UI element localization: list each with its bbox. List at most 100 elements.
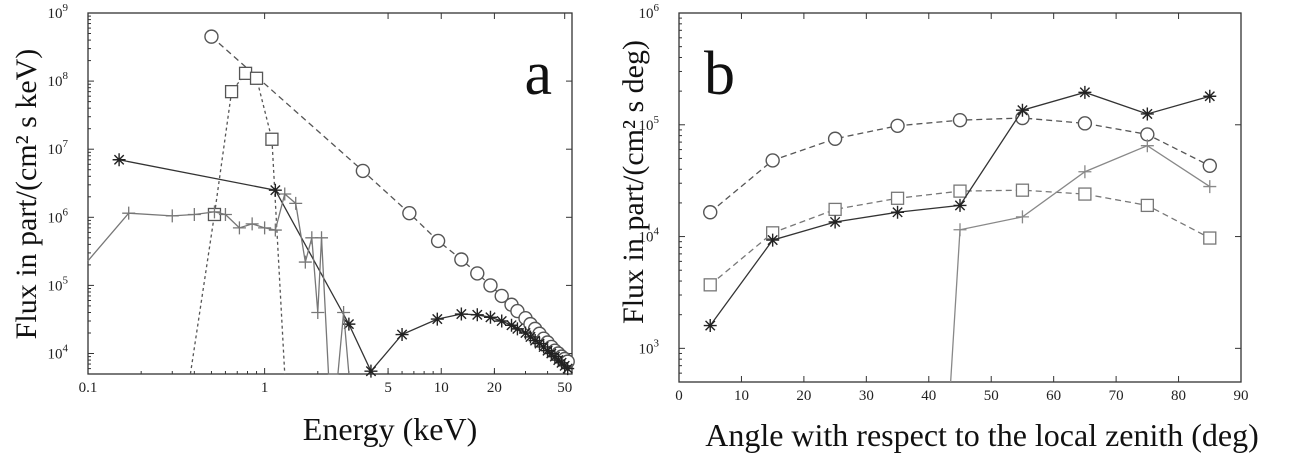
- panel-a-y-tick-label: 108: [48, 70, 69, 90]
- panel-b-y-tick-base: 10: [639, 341, 654, 357]
- panel-b-y-tick-exp: 6: [654, 2, 660, 14]
- panel-a-plus-marker: [245, 217, 259, 231]
- panel-b-square-marker: [890, 191, 905, 205]
- panel-a-square-marker: [224, 84, 239, 99]
- panel-a-plus-marker: [298, 255, 312, 269]
- panel-a-circle-marker: [355, 163, 371, 179]
- panel-a-circle-marker: [494, 288, 509, 304]
- panel-b-x-tick-label: 30: [859, 388, 874, 404]
- panel-b-plus-marker: [953, 223, 967, 237]
- panel-b-plus-marker: [1015, 210, 1029, 224]
- panel-a-y-tick-label: 104: [48, 342, 69, 362]
- panel-a-plus-marker: [278, 187, 292, 201]
- panel-b-x-axis-title: Angle with respect to the local zenith (…: [705, 417, 1259, 453]
- panel-a-star-marker: [561, 362, 575, 376]
- panel-a-star-marker: [510, 322, 524, 336]
- panel-b-star-marker: [1140, 107, 1154, 121]
- panel-a-star-marker: [268, 183, 282, 197]
- panel-b-y-axis-title: Flux in part/(cm² s deg): [617, 40, 650, 324]
- panel-a-y-tick-exp: 9: [63, 2, 69, 14]
- panel-b-letter: b: [704, 40, 735, 108]
- panel-b-circle-marker: [827, 131, 843, 146]
- panel-a-star-marker: [483, 310, 497, 324]
- panel-a-star-marker: [528, 334, 542, 348]
- panel-a-plus-marker: [187, 207, 201, 221]
- panel-a-plus-marker: [315, 231, 329, 245]
- panel-b-square-marker: [1078, 187, 1092, 201]
- panel-b-star-marker: [1203, 89, 1217, 103]
- panel-b-square-marker: [1203, 231, 1217, 245]
- panel-a-plus-marker: [289, 196, 303, 210]
- panel-a-y-tick-label: 109: [48, 2, 69, 22]
- panel-a-x-tick-label: 20: [487, 380, 502, 396]
- panel-b-circle-marker: [1077, 116, 1093, 131]
- panel-b-star-marker: [1078, 85, 1092, 99]
- panel-b-circle-marker: [890, 118, 905, 133]
- panel-a-plus-marker: [165, 209, 179, 223]
- panel-b-star-marker: [828, 215, 842, 229]
- panel-b-series-plus-line: [949, 144, 1211, 383]
- panel-a-star-marker: [505, 318, 519, 332]
- panel-b-circle-marker: [1202, 158, 1217, 173]
- panel-a-x-tick-label: 0.1: [79, 380, 98, 396]
- panel-b-x-tick-label: 80: [1171, 388, 1186, 404]
- panel-a-star-marker: [495, 314, 509, 328]
- panel-a-plus-marker: [311, 306, 325, 319]
- panel-b-star-marker: [766, 233, 780, 247]
- panel-a-y-tick-base: 10: [48, 346, 63, 362]
- panel-b-series-star: [703, 85, 1217, 333]
- panel-b-y-tick-base: 10: [639, 230, 654, 246]
- panel-b-circle-marker: [765, 153, 780, 168]
- panel-a-star-marker: [395, 328, 409, 342]
- panel-a-y-tick-exp: 7: [63, 138, 69, 150]
- panel-a-x-tick-label: 1: [261, 380, 269, 396]
- panel-a-star-marker: [470, 308, 484, 322]
- panel-b-circle-marker: [1140, 127, 1155, 142]
- panel-a-x-tick-label: 50: [557, 380, 572, 396]
- panel-b-y-tick-exp: 5: [654, 114, 660, 126]
- panel-b-square-marker: [828, 202, 842, 217]
- panel-b-x-tick-label: 70: [1109, 388, 1124, 404]
- panel-a-square-marker: [265, 132, 279, 146]
- panel-a-y-tick-exp: 6: [63, 206, 69, 218]
- panel-b-x-tick-label: 40: [921, 388, 936, 404]
- panel-b-frame: [678, 12, 1242, 383]
- panel-b-x-tick-label: 10: [734, 388, 749, 404]
- panel-b-plus-marker: [1140, 139, 1154, 153]
- panel-b-y-tick-label: 104: [639, 226, 660, 246]
- panel-b-square-marker: [703, 278, 717, 292]
- panel-a-square-marker: [249, 71, 264, 85]
- panel-b-x-tick-label: 0: [675, 388, 683, 404]
- panel-a-letter: a: [524, 40, 552, 108]
- panel-a-star-marker: [454, 307, 468, 321]
- panel-b-series-circle: [703, 110, 1217, 220]
- panel-a-y-tick-base: 10: [48, 74, 63, 90]
- panel-a-y-tick-base: 10: [48, 210, 63, 226]
- panel-a-y-tick-label: 106: [48, 206, 69, 226]
- panel-a-y-tick-base: 10: [48, 142, 63, 158]
- panel-a-plus-marker: [207, 205, 221, 219]
- panel-a-y-tick-label: 107: [48, 138, 69, 158]
- panel-b-star-marker: [891, 205, 905, 219]
- panel-a-circle-marker: [470, 266, 485, 281]
- panel-b-x-tick-label: 60: [1046, 388, 1061, 404]
- panel-a-plus-marker: [122, 206, 136, 220]
- panel-a-plus-marker: [337, 306, 351, 319]
- panel-a-plus-marker: [218, 207, 232, 221]
- panel-a-series-plus: [87, 187, 351, 375]
- panel-b-star-marker: [953, 198, 967, 212]
- panel-b-y-tick-label: 105: [639, 114, 660, 134]
- panel-a-circle-marker: [483, 278, 498, 293]
- panel-b-plus-marker: [1203, 180, 1217, 194]
- panel-a-star-marker: [430, 312, 444, 326]
- panel-a-y-tick-exp: 5: [63, 274, 69, 286]
- panel-b-series: [703, 85, 1217, 383]
- panel-a-series-star: [112, 153, 575, 378]
- panel-a-x-axis-title: Energy (keV): [303, 411, 477, 447]
- panel-b-square-marker: [1140, 198, 1154, 213]
